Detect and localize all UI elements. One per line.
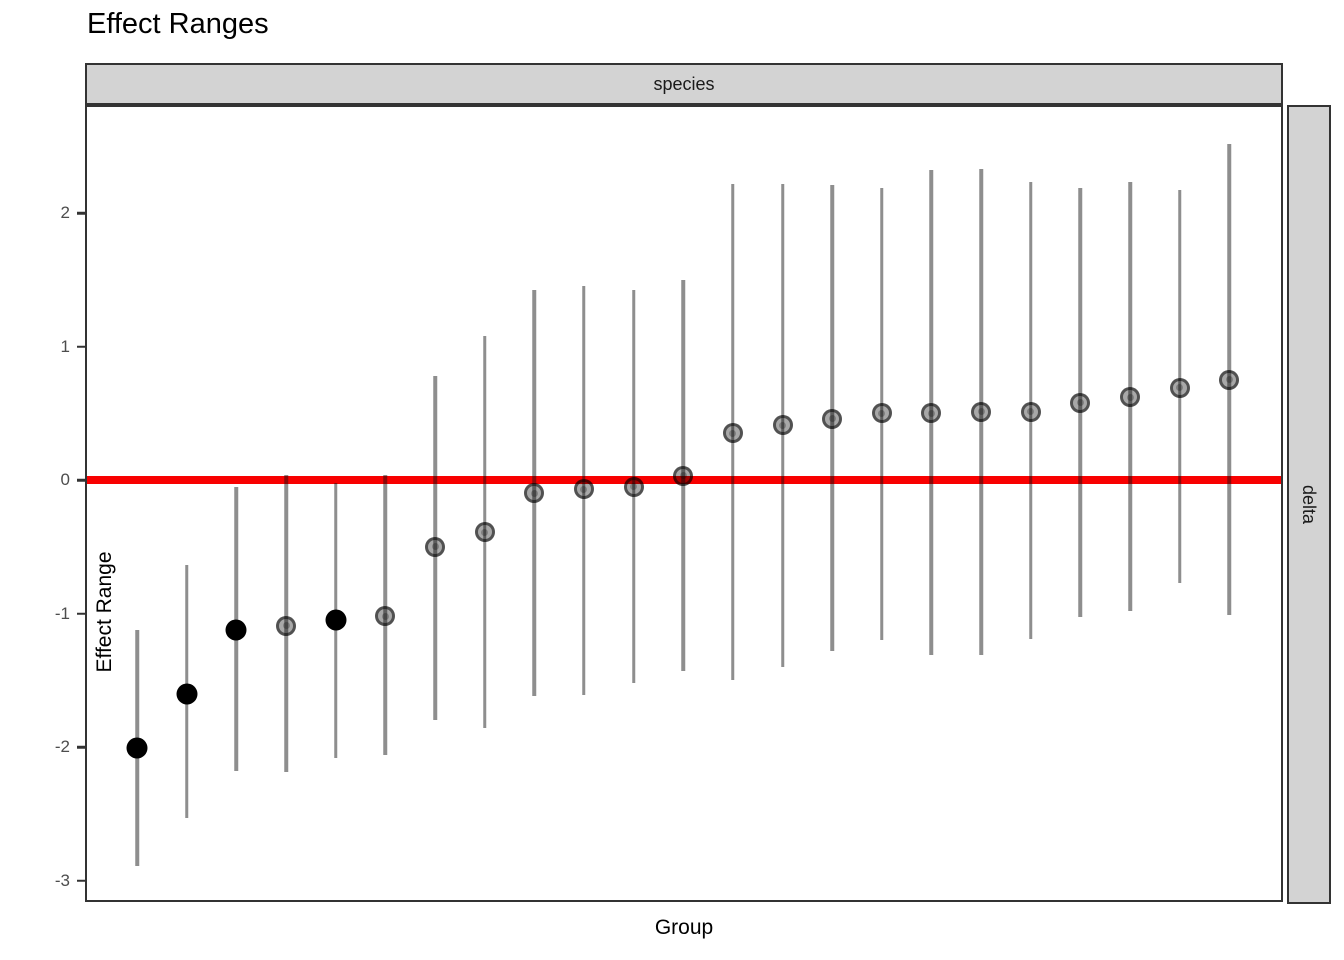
point-inner-dot: [1176, 384, 1184, 392]
point-inner-dot: [282, 622, 290, 629]
facet-strip-species-label: species: [653, 73, 715, 94]
point-inner-dot: [1076, 399, 1084, 407]
y-tick-label: -1: [54, 603, 70, 623]
point-inner-dot: [828, 415, 836, 423]
point-marker: [871, 403, 892, 424]
point-marker: [1169, 377, 1190, 398]
point-marker: [524, 483, 545, 504]
point-inner-dot: [977, 408, 985, 416]
y-tick-label: 2: [60, 203, 70, 222]
point-marker: [921, 403, 942, 424]
point-inner-dot: [481, 528, 489, 536]
facet-strip-delta-label: delta: [1299, 484, 1320, 525]
point-inner-dot: [580, 485, 588, 493]
point-marker: [623, 476, 644, 497]
point-inner-dot: [381, 612, 389, 620]
point-inner-dot: [630, 483, 638, 491]
point-marker: [1120, 387, 1140, 408]
point-marker: [225, 619, 247, 641]
y-tick-mark: [77, 211, 85, 215]
point-inner-dot: [927, 409, 935, 417]
y-tick-mark: [77, 879, 85, 882]
y-tick-label: 0: [60, 470, 70, 489]
point-marker: [126, 737, 148, 759]
facet-strip-delta: delta: [1287, 105, 1331, 904]
point-marker: [1219, 369, 1240, 390]
point-marker: [375, 606, 396, 627]
plot-panel: Effect Range: [85, 105, 1283, 902]
point-marker: [276, 615, 297, 636]
point-inner-dot: [431, 543, 439, 551]
point-inner-dot: [729, 429, 737, 437]
point-inner-dot: [779, 421, 787, 429]
y-tick-mark: [77, 612, 85, 615]
point-marker: [425, 536, 446, 557]
point-marker: [176, 683, 198, 705]
point-marker: [772, 415, 793, 436]
y-tick-label: 1: [60, 336, 70, 356]
y-axis-title: Effect Range: [93, 551, 116, 673]
point-marker: [1020, 401, 1041, 422]
point-marker: [325, 609, 347, 631]
point-marker: [474, 522, 495, 543]
y-tick-label: -3: [54, 870, 70, 890]
point-marker: [573, 479, 594, 500]
point-marker: [1070, 392, 1091, 413]
y-tick-mark: [77, 745, 85, 749]
x-axis-title: Group: [654, 916, 714, 939]
y-tick-mark: [77, 478, 85, 482]
point-inner-dot: [1126, 393, 1134, 401]
facet-strip-species: species: [85, 63, 1283, 105]
point-inner-dot: [1225, 376, 1233, 384]
point-inner-dot: [679, 472, 687, 480]
y-tick-mark: [77, 345, 85, 348]
plot-title: Effect Ranges: [87, 8, 269, 40]
point-marker: [971, 401, 992, 422]
point-inner-dot: [1027, 408, 1035, 416]
y-tick-label: -2: [54, 737, 70, 756]
point-marker: [673, 465, 694, 486]
point-inner-dot: [530, 489, 538, 497]
point-inner-dot: [878, 409, 886, 417]
point-marker: [822, 408, 843, 429]
point-marker: [722, 423, 743, 444]
